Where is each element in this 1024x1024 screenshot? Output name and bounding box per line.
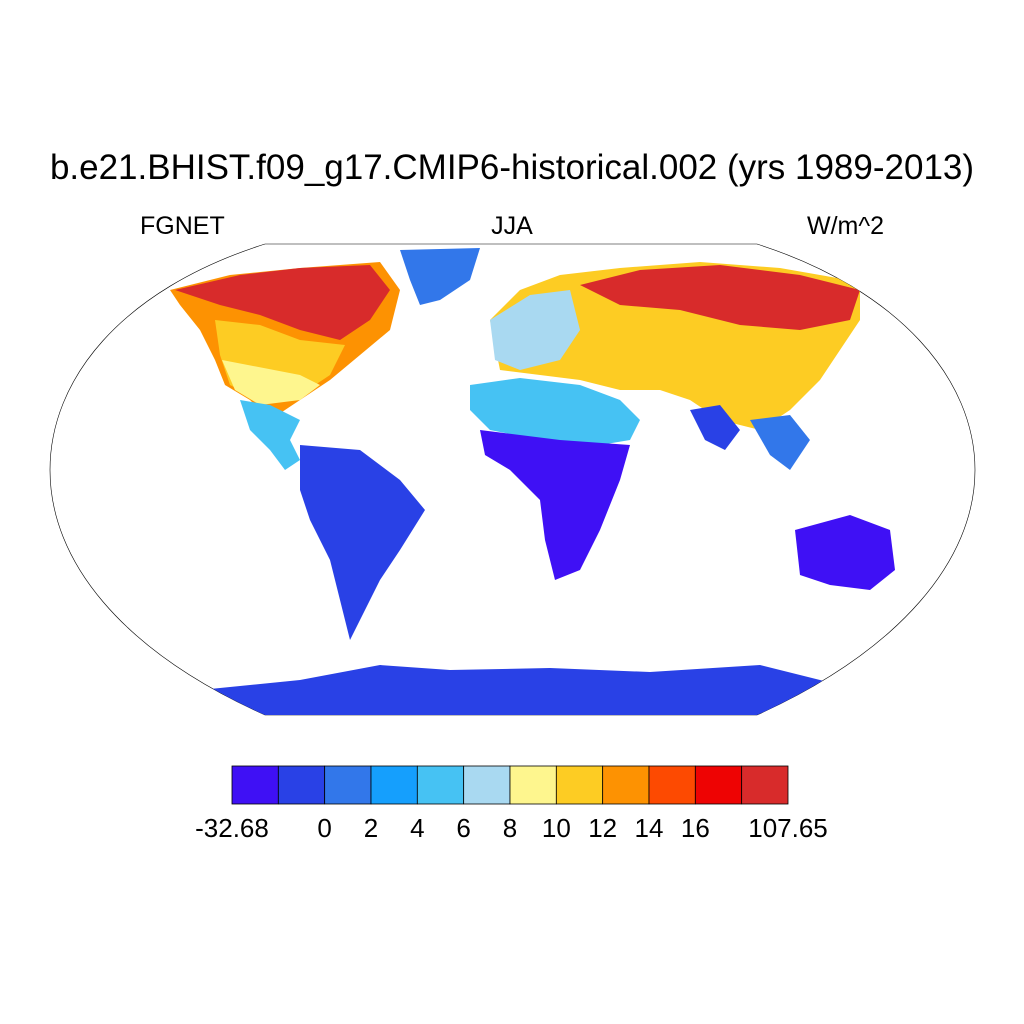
colorbar-label: 16 — [680, 813, 710, 843]
north-america-south — [222, 360, 320, 405]
north-africa — [470, 378, 640, 445]
season-label: JJA — [491, 212, 533, 240]
units-label: W/m^2 — [806, 212, 884, 240]
greenland — [400, 248, 480, 305]
southeast-asia — [750, 415, 810, 470]
colorbar-label: 10 — [541, 813, 571, 843]
left-label: FGNET — [140, 212, 225, 240]
colorbar-label: 0 — [317, 813, 332, 843]
colorbar-label: 8 — [502, 813, 518, 843]
antarctica — [150, 665, 900, 715]
colorbar-label: 107.65 — [748, 813, 828, 843]
europe — [490, 290, 580, 370]
colorbar-label: 12 — [588, 813, 618, 843]
plot-title: b.e21.BHIST.f09_g17.CMIP6-historical.002… — [49, 148, 975, 187]
central-america — [240, 400, 300, 470]
north-america-north — [175, 265, 390, 340]
africa — [480, 430, 630, 580]
colorbar-label: 6 — [456, 813, 471, 843]
south-asia — [690, 405, 740, 450]
siberia — [580, 265, 860, 330]
south-america — [300, 445, 425, 640]
colorbar-label: 2 — [363, 813, 379, 843]
colorbar-label: 14 — [634, 813, 664, 843]
colorbar-label: 4 — [410, 813, 425, 843]
colorbar-label: -32.68 — [195, 813, 269, 843]
australia — [795, 515, 895, 590]
